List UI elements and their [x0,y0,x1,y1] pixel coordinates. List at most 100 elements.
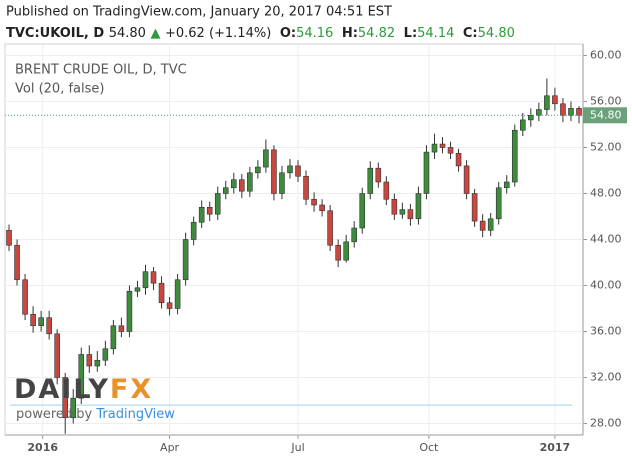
candle-body [375,167,382,183]
candle-body [503,181,510,189]
candle-body [231,179,237,189]
provider: TradingView [95,407,175,422]
candle-body [102,348,109,361]
y-tick-label: 44.00 [590,233,622,246]
high-label: H: [342,26,358,41]
candle-body [14,244,20,281]
candle-body [471,193,478,222]
y-tick-label: 48.00 [590,187,622,200]
candle-body [463,165,470,194]
candle-body [142,271,149,289]
candle-body [544,95,550,110]
candle-body [263,149,269,168]
candle-body [431,143,438,153]
powered-by: powered by TradingView [16,407,175,422]
candle-body [78,354,85,399]
candle-body [439,143,446,148]
x-tick-label: 2017 [540,441,571,454]
candle-body [487,218,494,231]
candle-body [367,167,374,194]
x-tick-label: Apr [160,441,180,454]
last-price-box [583,107,627,124]
candle-body [359,193,366,229]
x-tick-label: Jul [290,441,304,454]
candle-body [319,204,325,212]
candle-body [126,290,133,332]
candle-body [552,95,558,105]
y-tick-label: 40.00 [590,279,622,292]
candle-body [206,207,213,215]
candle-body [415,193,422,220]
powered-text: powered by [16,407,93,422]
logo-brand: DAILYFX [14,374,153,405]
candle-body [383,181,390,200]
candle-body [134,287,141,292]
marks [5,44,583,435]
candle-body [190,221,197,240]
close-value: 54.80 [478,26,515,41]
candle-body [271,149,277,194]
candle-body [110,325,117,350]
chart-title: BRENT CRUDE OIL, D, TVC [15,63,187,78]
candle-body [568,108,574,116]
candle-body [335,244,341,261]
candle-body [495,187,502,220]
y-tick-label: 32.00 [590,371,622,384]
candle-body [528,115,534,121]
candle-body [295,165,301,177]
candle-body [94,359,101,367]
candle-body [560,103,566,116]
candle-body [158,282,165,304]
candle-body [279,172,285,194]
chart-subtitle: Vol (20, false) [15,82,104,97]
candle-body [255,166,261,174]
candle-body [6,230,12,246]
candle-body [86,354,93,367]
candle-body [54,333,60,378]
candle-body [576,108,582,116]
candle-body [70,397,77,419]
candle-body [222,187,229,194]
candle-body [46,317,52,335]
open-label: O: [280,26,296,41]
candle-body [239,179,245,192]
open-value: 54.16 [296,26,333,41]
candle-body [22,279,28,315]
candle-body [247,172,253,192]
arrow: ▲ [150,26,160,41]
candle-body [343,241,349,261]
candle-body [520,119,526,131]
candle-body [62,377,68,419]
candle-body [311,198,317,206]
price: 54.80 [109,26,146,41]
candle-body [303,175,309,200]
last-price-label: 54.80 [590,108,622,121]
close-label: C: [463,26,478,41]
y-tick-label: 28.00 [590,417,622,430]
symbol-line: TVC:UKOIL, D 54.80 ▲ +0.62 (+1.14%) O:54… [6,26,515,41]
y-tick-label: 36.00 [590,325,622,338]
y-tick-label: 60.00 [590,49,622,62]
x-tick-label: Oct [419,441,439,454]
candle-body [479,220,486,231]
candle-body [150,271,157,284]
candle-body [174,279,181,309]
candle-body [166,302,173,309]
candle-body [423,151,430,194]
published-line: Published on TradingView.com, January 20… [6,5,392,20]
candle-body [407,209,414,220]
symbol: TVC:UKOIL, D [6,26,104,41]
logo-accent: FX [110,374,153,405]
candle-body [536,109,542,116]
candle-body [118,325,125,332]
candle-body [447,147,454,154]
low-value: 54.14 [417,26,454,41]
change: +0.62 (+1.14%) [165,26,271,41]
y-tick-label: 52.00 [590,141,622,154]
candle-body [327,210,333,246]
candle-body [287,165,293,174]
candle-body [455,152,462,167]
candle-body [198,207,205,223]
high-value: 54.82 [358,26,395,41]
